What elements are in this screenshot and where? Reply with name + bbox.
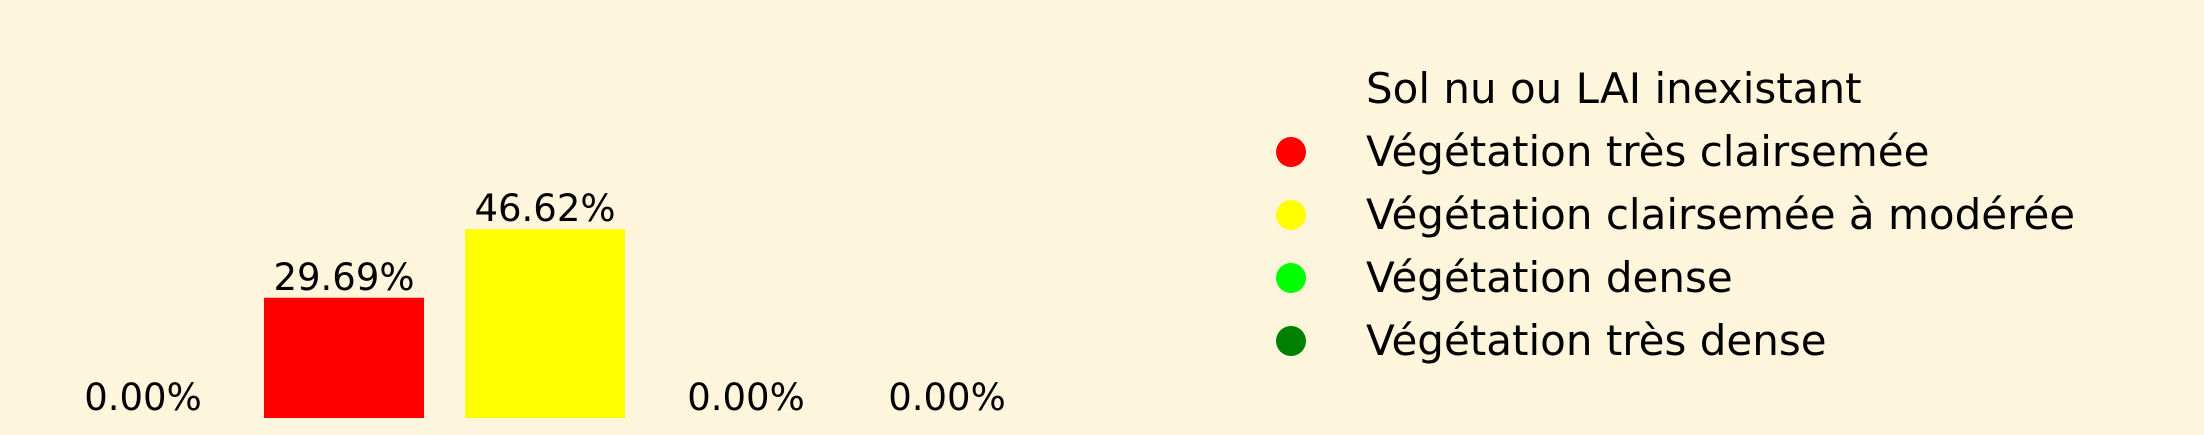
legend-label-4: Végétation dense — [1366, 253, 1733, 302]
legend-marker-2 — [1276, 137, 1306, 167]
legend-marker-4 — [1276, 263, 1306, 293]
bar-value-label-3: 46.62% — [474, 187, 615, 230]
legend-item-3: Végétation clairsemée à modérée — [1276, 190, 2075, 239]
legend-item-2: Végétation très clairsemée — [1276, 127, 1929, 176]
bar-3 — [465, 229, 625, 418]
bar-value-label-2: 29.69% — [273, 256, 414, 299]
legend-marker-1 — [1276, 74, 1306, 104]
legend-item-5: Végétation très dense — [1276, 316, 1827, 365]
legend-label-5: Végétation très dense — [1366, 316, 1827, 365]
legend: Sol nu ou LAI inexistant Végétation très … — [1276, 64, 2075, 365]
legend-marker-3 — [1276, 200, 1306, 230]
legend-item-4: Végétation dense — [1276, 253, 1733, 302]
bar-value-label-5: 0.00% — [888, 376, 1006, 419]
legend-label-2: Végétation très clairsemée — [1366, 127, 1929, 176]
bar-value-label-1: 0.00% — [84, 376, 202, 419]
value-labels-layer: 0.00% 29.69% 46.62% 0.00% 0.00% — [84, 187, 1006, 419]
legend-label-1: Sol nu ou LAI inexistant — [1366, 64, 1862, 113]
legend-marker-5 — [1276, 326, 1306, 356]
bar-value-label-4: 0.00% — [687, 376, 805, 419]
bar-2 — [264, 297, 424, 418]
legend-label-3: Végétation clairsemée à modérée — [1366, 190, 2075, 239]
legend-item-1: Sol nu ou LAI inexistant — [1276, 64, 1862, 113]
bars-layer — [264, 229, 625, 418]
